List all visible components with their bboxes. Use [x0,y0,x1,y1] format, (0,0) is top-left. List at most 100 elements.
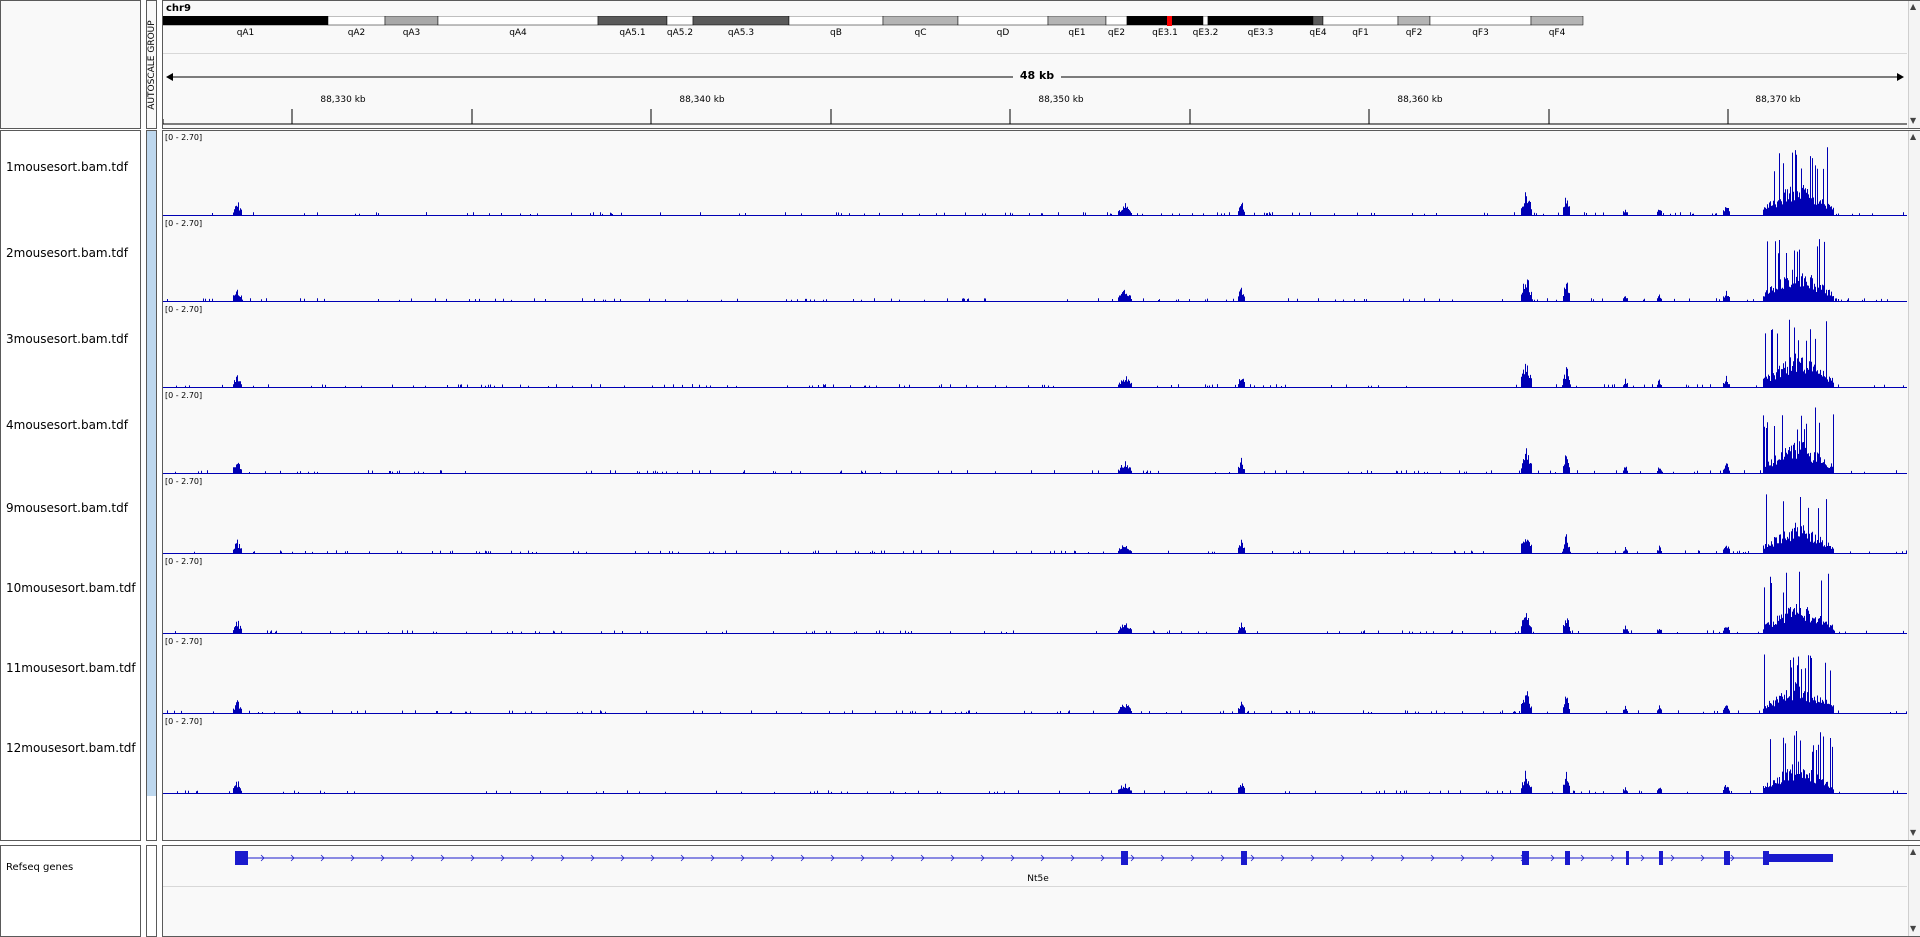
track-name[interactable]: 2mousesort.bam.tdf [6,246,128,260]
feature-scrollbar[interactable]: ▲ ▼ [1908,846,1920,936]
gene-name-label[interactable]: Nt5e [1027,874,1049,884]
data-range-label: [0 - 2.70] [165,557,203,566]
gene-exon [235,851,248,865]
header-scrollbar[interactable]: ▲ ▼ [1908,1,1920,128]
ideogram-band [788,16,884,26]
ideogram-band [1429,16,1532,26]
data-name-panel: 1mousesort.bam.tdf 2mousesort.bam.tdf 3mou… [0,130,141,841]
coverage-track [163,731,1907,794]
chromosome-name: chr9 [166,3,191,14]
ideogram-band-label: qB [830,28,842,38]
triangle-down-icon[interactable]: ▼ [1910,924,1917,933]
ruler[interactable]: 88,330 kb 88,340 kb 88,350 kb 88,360 kb … [163,91,1907,127]
gene-track[interactable] [163,846,1907,886]
track-name[interactable]: 4mousesort.bam.tdf [6,418,128,432]
ideogram-band-label: qA2 [348,28,366,38]
ideogram-band-label: qA5.3 [728,28,754,38]
ruler-tick-label: 88,340 kb [679,95,725,105]
data-range-label: [0 - 2.70] [165,305,203,314]
gene-exon [1724,851,1730,865]
ideogram-band-label: qE3.2 [1193,28,1219,38]
track-name[interactable]: 9mousesort.bam.tdf [6,501,128,515]
coverage-track [163,654,1907,714]
ideogram-band [1322,16,1399,26]
data-attribute-panel [146,130,157,841]
ideogram-band [1126,16,1204,26]
ideogram-band [384,16,439,26]
ideogram-band-label: qE1 [1068,28,1085,38]
data-range-label: [0 - 2.70] [165,477,203,486]
ideogram-band [1047,16,1107,26]
data-track-panel: [0 - 2.70] [0 - 2.70] [0 - 2.70] [0 - 2.70]… [162,130,1920,841]
triangle-down-icon[interactable]: ▼ [1910,828,1917,837]
ideogram-band-label: qA4 [509,28,527,38]
header-name-panel [0,0,141,129]
track-name[interactable]: 12mousesort.bam.tdf [6,741,136,755]
coverage-track [163,319,1907,388]
ruler-tick-label: 88,360 kb [1397,95,1443,105]
ideogram-band [437,16,599,26]
ideogram-band-label: qF3 [1472,28,1489,38]
feature-attribute-panel [146,845,157,937]
coverage-tracks[interactable] [163,131,1907,839]
header-data-panel: chr9 qA1 qA2 qA3 qA4 qA5.1 qA5.2 qA5.3 qB qC qD qE… [162,0,1920,129]
ideogram-band-label: qC [915,28,927,38]
ideogram-band-label: qE3.1 [1152,28,1178,38]
ideogram-band [597,16,668,26]
gene-exon [1121,851,1128,865]
triangle-up-icon[interactable]: ▲ [1910,2,1917,11]
span-arrow: 48 kb [163,69,1907,82]
ideogram-band-label: qF4 [1549,28,1566,38]
ideogram-band-label: qA5.2 [667,28,693,38]
feature-separator [163,886,1907,887]
gene-utr [1763,854,1833,862]
ideogram-band [692,16,790,26]
ideogram-band [666,16,694,26]
track-name[interactable]: 10mousesort.bam.tdf [6,581,136,595]
ideogram-band-label: qA5.1 [619,28,645,38]
triangle-up-icon[interactable]: ▲ [1910,132,1917,141]
header-attribute-panel: AUTOSCALE GROUP [146,0,157,129]
ideogram-band-label: qE3.3 [1248,28,1274,38]
refseq-track-name[interactable]: Refseq genes [6,862,74,873]
ideogram-band [882,16,959,26]
coverage-track [163,147,1907,216]
autoscale-group-label: AUTOSCALE GROUP [147,20,157,110]
ruler-tick-label: 88,330 kb [320,95,366,105]
gene-model [235,851,1833,865]
ideogram-band [1202,16,1209,26]
triangle-down-icon[interactable]: ▼ [1910,116,1917,125]
gene-exon [1522,851,1529,865]
gene-exon [1241,851,1247,865]
ideogram[interactable]: qA1 qA2 qA3 qA4 qA5.1 qA5.2 qA5.3 qB qC qD qE1 qE2 q… [163,16,1907,42]
header-separator [163,53,1907,54]
ruler-tick-label: 88,370 kb [1755,95,1801,105]
data-range-label: [0 - 2.70] [165,637,203,646]
gene-exon [1565,851,1570,865]
ideogram-band [1397,16,1431,26]
track-name[interactable]: 1mousesort.bam.tdf [6,160,128,174]
ideogram-band-label: qA1 [237,28,255,38]
coverage-track [163,571,1907,634]
triangle-up-icon[interactable]: ▲ [1910,847,1917,856]
ideogram-band-label: qE2 [1108,28,1125,38]
data-range-label: [0 - 2.70] [165,219,203,228]
data-range-label: [0 - 2.70] [165,391,203,400]
data-scrollbar[interactable]: ▲ ▼ [1908,131,1920,840]
attribute-color-column[interactable] [147,131,156,796]
track-name[interactable]: 3mousesort.bam.tdf [6,332,128,346]
data-range-label: [0 - 2.70] [165,133,203,142]
ideogram-band-label: qE4 [1309,28,1326,38]
feature-track-panel: Nt5e ▲ ▼ [162,845,1920,937]
ruler-tick-label: 88,350 kb [1038,95,1084,105]
ideogram-band-label: qD [997,28,1010,38]
current-region-marker [1167,16,1172,26]
ideogram-band-label: qF1 [1352,28,1369,38]
coverage-track [163,239,1907,302]
ideogram-band [327,16,386,26]
coverage-track [163,494,1907,554]
ideogram-band [163,16,329,26]
track-name[interactable]: 11mousesort.bam.tdf [6,661,136,675]
ideogram-band [1312,16,1324,26]
gene-exon [1626,851,1629,865]
